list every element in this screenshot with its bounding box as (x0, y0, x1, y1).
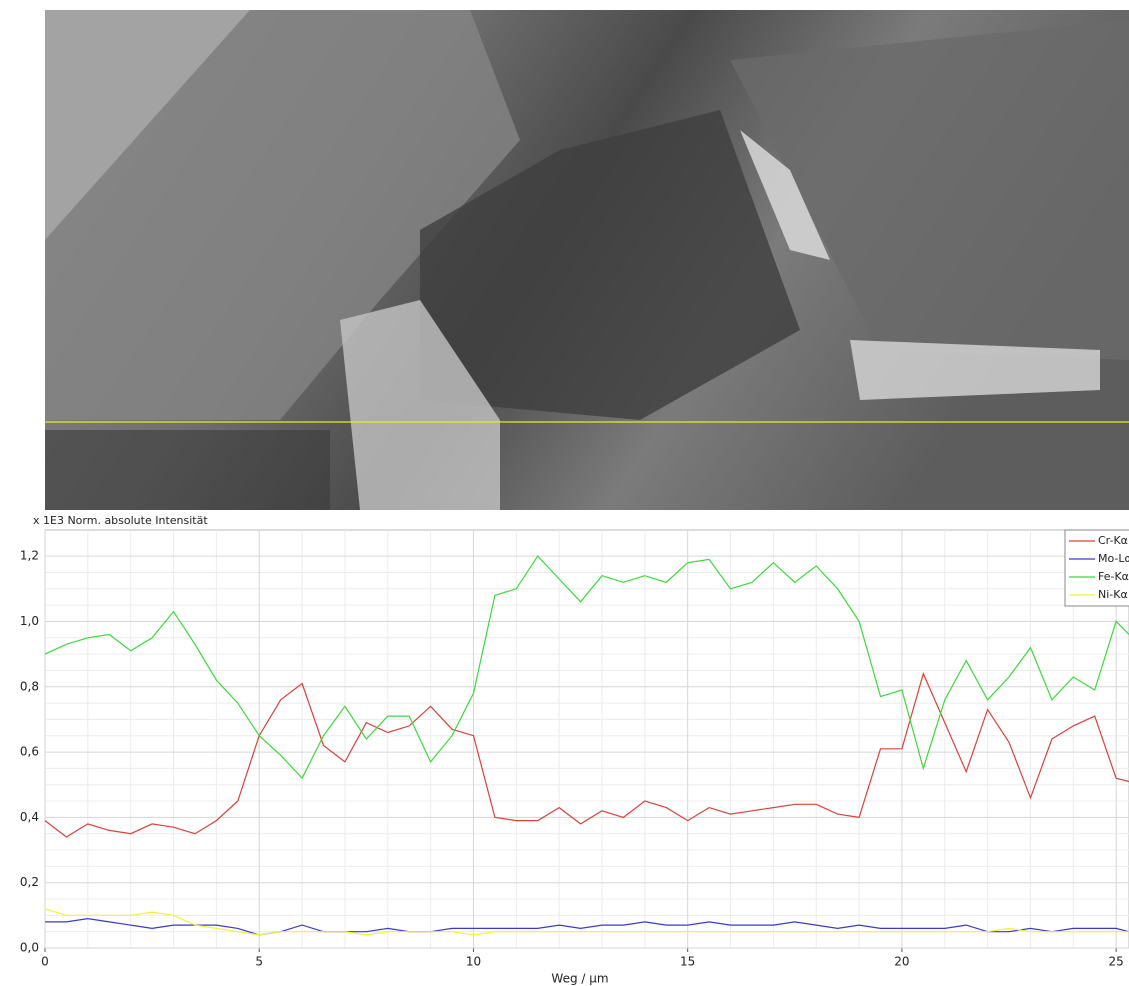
x-tick-label: 0 (41, 955, 49, 969)
x-tick-label: 15 (680, 955, 695, 969)
legend-label: Fe-Kα (1098, 570, 1129, 583)
legend-label: Cr-Kα (1098, 534, 1128, 547)
plot-background (45, 530, 1129, 948)
y-tick-label: 1,0 (20, 614, 39, 628)
x-tick-label: 25 (1109, 955, 1124, 969)
y-tick-label: 0,8 (20, 679, 39, 693)
y-tick-label: 0,2 (20, 875, 39, 889)
x-tick-label: 5 (255, 955, 263, 969)
y-tick-label: 0,4 (20, 810, 39, 824)
y-tick-label: 0,6 (20, 745, 39, 759)
legend-label: Ni-Kα (1098, 588, 1128, 601)
sem-image (45, 10, 1129, 510)
x-axis-title: Weg / µm (551, 972, 608, 986)
legend-label: Mo-Lα (1098, 552, 1129, 565)
page: x 1E3 Norm. absolute Intensität Weg / µm… (0, 0, 1129, 986)
y-axis-title: x 1E3 Norm. absolute Intensität (33, 514, 208, 527)
x-tick-label: 10 (466, 955, 481, 969)
y-tick-label: 0,0 (20, 941, 39, 955)
y-tick-label: 1,2 (20, 549, 39, 563)
x-tick-label: 20 (894, 955, 909, 969)
